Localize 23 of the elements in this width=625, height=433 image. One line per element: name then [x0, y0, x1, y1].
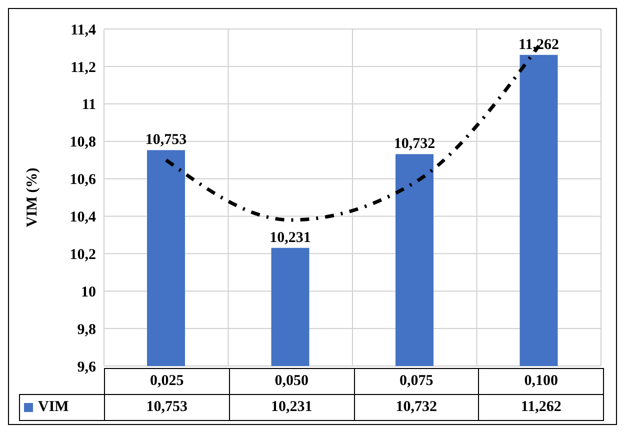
data-label: 11,262	[478, 394, 604, 421]
y-tick-label: 10,2	[70, 246, 96, 263]
y-tick-label: 11	[82, 97, 96, 114]
y-axis-title: VIM (%)	[24, 168, 40, 228]
y-tick-label: 9,8	[77, 322, 96, 338]
y-tick-label: 10,8	[70, 134, 96, 151]
text: 10,753	[145, 132, 187, 148]
y-tick-label: 10,6	[70, 172, 96, 188]
text: 10,732	[394, 136, 436, 152]
data-label: 10,231	[228, 394, 354, 421]
data-label: 10,732	[354, 394, 480, 421]
legend-label: VIM	[19, 394, 105, 421]
y-tick-label: 9,6	[77, 359, 96, 376]
y-tick-label: 11,2	[70, 60, 96, 76]
x-tick-label: 0,050	[228, 368, 354, 395]
x-tick-label: 0,075	[354, 368, 480, 395]
y-tick-label: 11,4	[70, 22, 96, 38]
text: 10,231	[270, 230, 311, 246]
y-tick-label: 10	[81, 284, 96, 300]
y-tick-label: 10,4	[70, 210, 96, 226]
x-tick-label: 0,100	[478, 368, 604, 395]
x-tick-label: 0,025	[104, 368, 230, 395]
data-label: 10,753	[104, 394, 230, 421]
